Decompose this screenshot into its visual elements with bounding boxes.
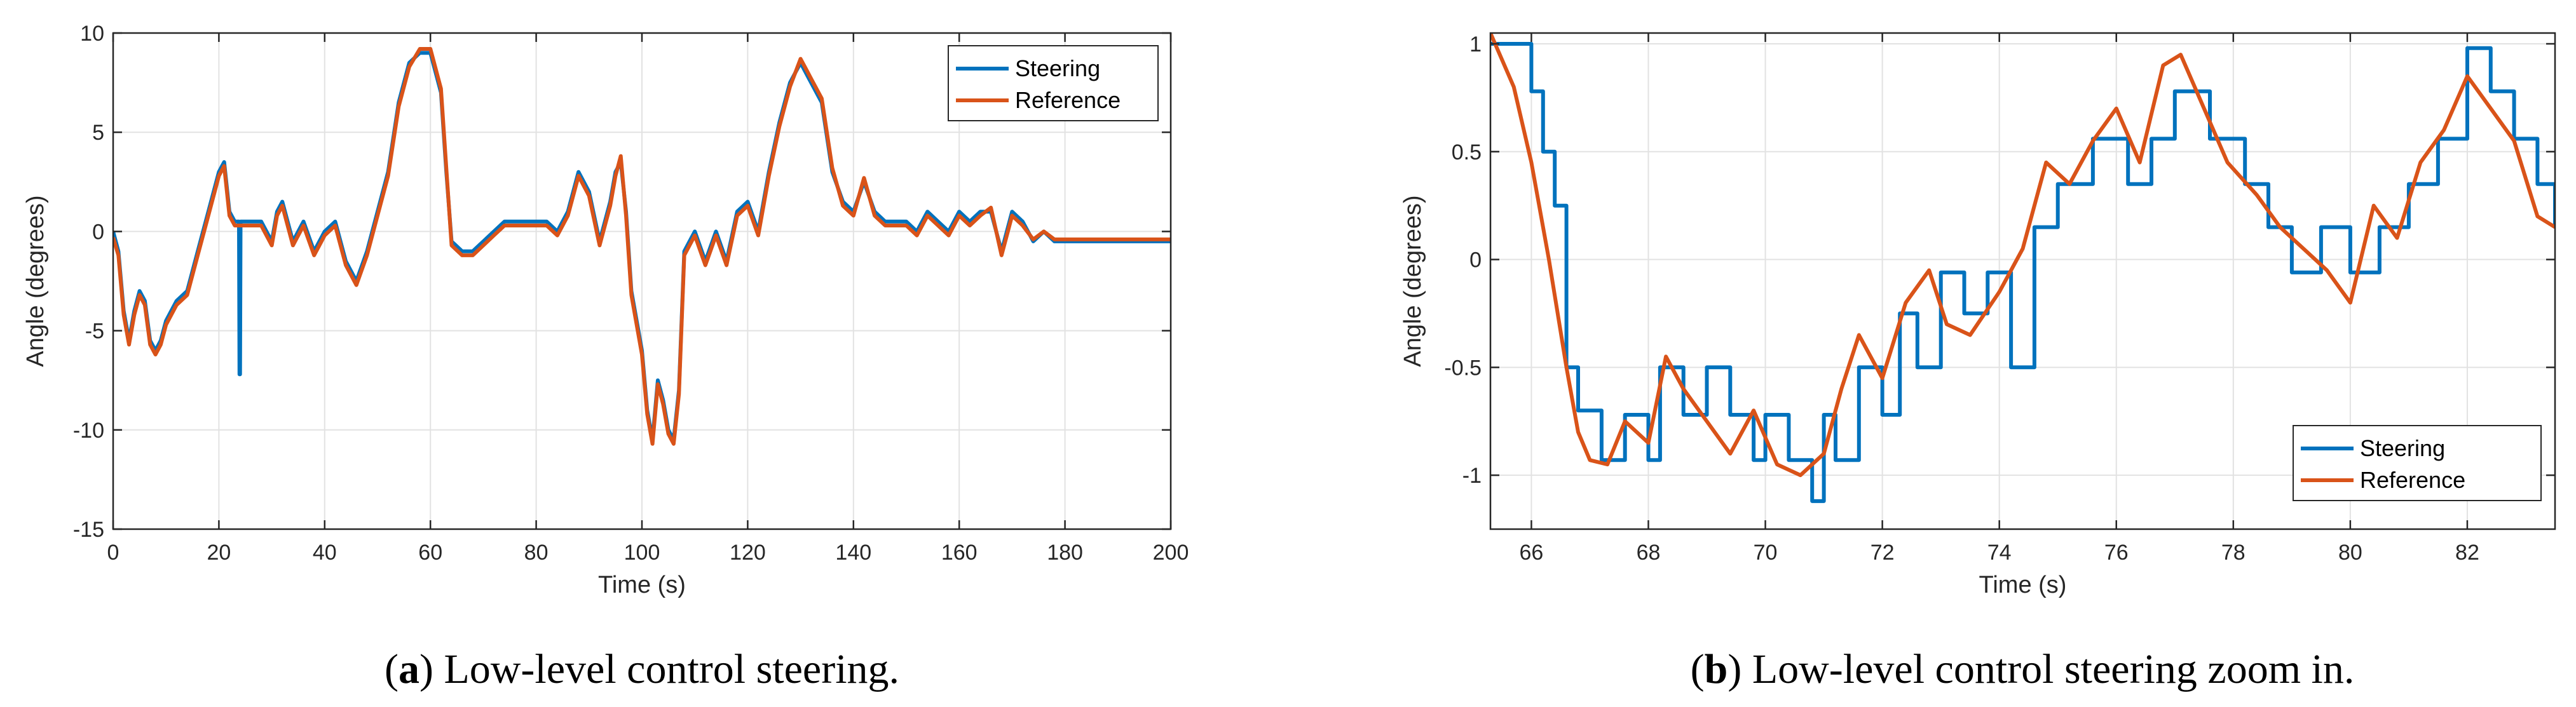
x-tick-label: 68 [1637,541,1661,565]
panel-a-legend-box [948,45,1159,121]
y-tick-label: -15 [73,518,104,542]
x-tick-label: 76 [2104,541,2129,565]
panel-b-chart: 66 68 70 72 74 76 78 80 82 -1 -0.5 0 0.5 1 Time (s) A… [1400,32,2556,598]
panel-a-ticks: 0 20 40 60 80 100 120 140 160 180 200 -15 -10 -5 0 5 10 [73,22,1189,565]
x-tick-label: 74 [1987,541,2012,565]
panel-b-caption-letter: b [1705,646,1728,692]
panel-a-legend: Steering Reference [948,45,1159,121]
panel-b-series [1490,33,2555,503]
panel-a-y-axis-label: Angle (degrees) [22,195,49,367]
x-tick-label: 0 [107,541,119,565]
y-tick-label: 0.5 [1452,140,1482,165]
x-tick-label: 66 [1520,541,1544,565]
y-tick-label: 10 [80,22,104,46]
panel-a-x-axis-label: Time (s) [598,572,686,598]
panel-a-caption-text: Low-level control steering. [444,646,899,692]
y-tick-label: -1 [1462,464,1482,488]
panel-b-x-axis-label: Time (s) [1979,572,2067,598]
panel-b-axes-frame [1489,32,2556,530]
panel-a-caption: (a) Low-level control steering. [385,646,899,692]
y-tick-label: -5 [85,320,104,344]
x-tick-label: 72 [1871,541,1895,565]
panel-b-caption: (b) Low-level control steering zoom in. [1691,646,2355,692]
x-tick-label: 160 [941,541,978,565]
y-tick-label: 1 [1469,32,1482,57]
x-tick-label: 100 [624,541,660,565]
panel-a-legend-steering-label: Steering [1015,55,1100,81]
y-tick-label: 5 [92,121,104,145]
x-tick-label: 80 [2338,541,2362,565]
series-line-steering [1490,42,2555,503]
series-line-reference [113,47,1171,446]
x-tick-label: 40 [313,541,337,565]
x-tick-label: 200 [1153,541,1189,565]
panel-a-chart: 0 20 40 60 80 100 120 140 160 180 200-15-10-50510 … [22,22,1189,598]
panel-b-caption-text: Low-level control steering zoom in. [1752,646,2355,692]
x-tick-label: 180 [1047,541,1083,565]
panel-b-ticks: 66 68 70 72 74 76 78 80 82 -1 -0.5 0 0.5 1 [1444,32,2555,565]
panel-a-legend-reference-label: Reference [1015,87,1121,113]
series-line-reference [1490,33,2555,478]
panel-b-legend-box [2293,425,2542,501]
panel-a-series [113,47,1171,446]
panel-b-y-axis-label: Angle (degrees) [1400,195,1426,367]
y-tick-label: -0.5 [1444,356,1482,380]
panel-a-caption-letter: a [399,646,419,692]
x-tick-label: 78 [2221,541,2245,565]
x-tick-label: 20 [207,541,231,565]
panel-b-legend-steering-label: Steering [2360,435,2445,461]
x-tick-label: 70 [1754,541,1778,565]
y-tick-label: 0 [92,220,104,244]
y-tick-label: -10 [73,419,104,443]
x-tick-label: 60 [418,541,442,565]
x-tick-label: 140 [835,541,871,565]
panel-b-legend: Steering Reference [2293,425,2542,501]
x-tick-label: 120 [730,541,766,565]
x-tick-label: 80 [524,541,549,565]
x-tick-label: 82 [2455,541,2479,565]
panel-b-legend-reference-label: Reference [2360,467,2465,493]
y-tick-label: 0 [1469,248,1482,273]
